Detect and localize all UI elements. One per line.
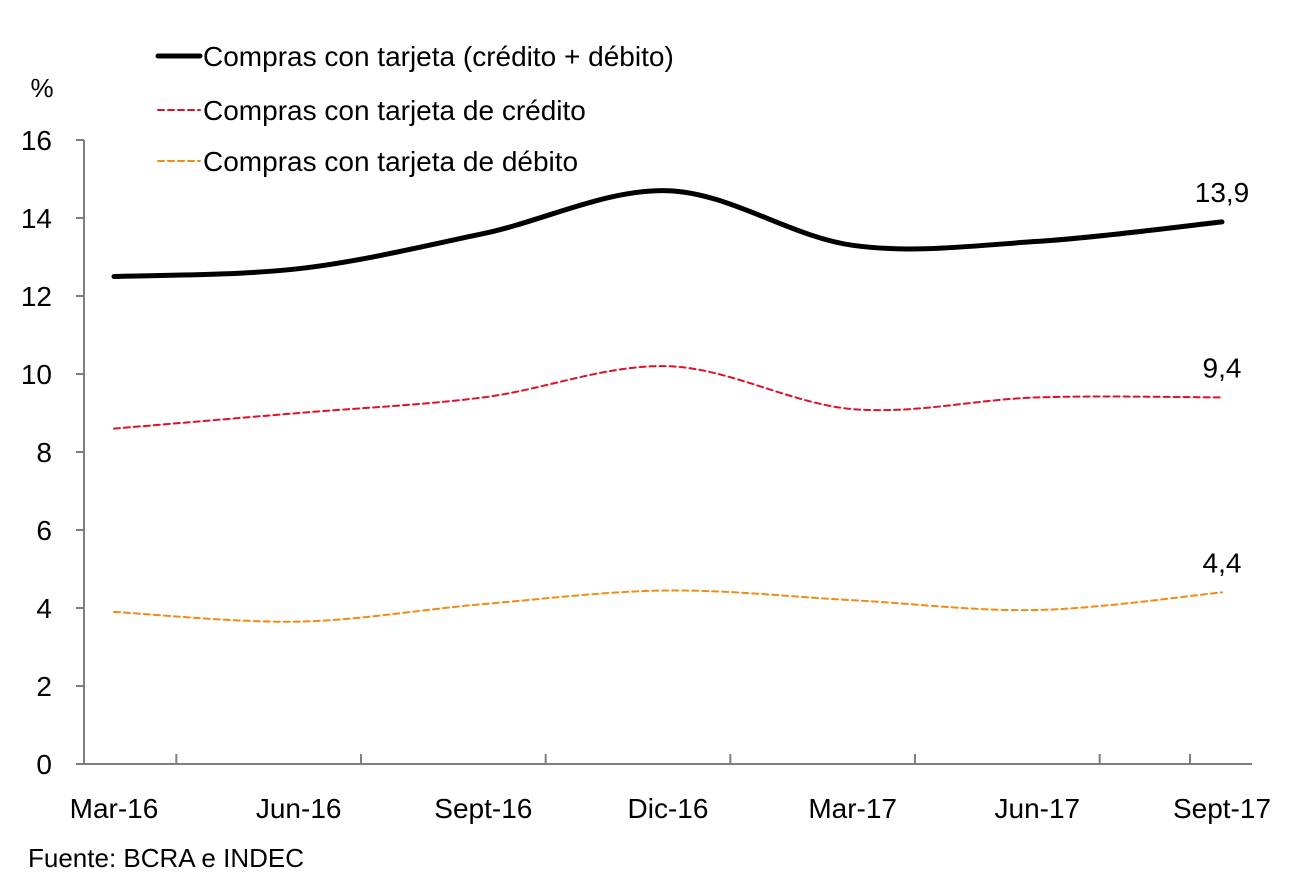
x-tick-label: Sept-17 [1173,793,1271,824]
y-ticks: 0 2 4 6 8 10 12 14 16 [21,125,84,780]
series-line-2 [113,365,1223,430]
x-tick-label: Dic-16 [628,793,709,824]
end-labels: 13,9 9,4 4,4 [1195,177,1250,579]
y-unit-label: % [30,73,53,103]
y-tick-label: 2 [36,671,52,702]
series-layer [111,188,1225,623]
x-tick-label: Jun-16 [256,793,342,824]
x-ticks: Mar-16 Jun-16 Sept-16 Dic-16 Mar-17 Jun-17 Sep… [70,754,1271,824]
y-tick-label: 14 [21,203,52,234]
x-tick-label: Sept-16 [434,793,532,824]
y-tick-label: 6 [36,515,52,546]
y-tick-label: 4 [36,593,52,624]
end-value-label: 9,4 [1203,352,1242,383]
end-value-label: 13,9 [1195,177,1250,208]
x-tick-label: Jun-17 [995,793,1081,824]
end-value-label: 4,4 [1203,547,1242,578]
y-tick-label: 12 [21,281,52,312]
y-tick-label: 0 [36,749,52,780]
legend: Compras con tarjeta (crédito + débito) Co… [155,41,674,177]
y-tick-label: 8 [36,437,52,468]
source-note: Fuente: BCRA e INDEC [28,843,304,873]
y-tick-label: 10 [21,359,52,390]
legend-label: Compras con tarjeta (crédito + débito) [203,41,674,72]
x-tick-label: Mar-17 [808,793,897,824]
legend-label: Compras con tarjeta de débito [203,146,578,177]
legend-label: Compras con tarjeta de crédito [203,95,586,126]
series-line-3 [113,589,1223,623]
y-tick-label: 16 [21,125,52,156]
series-line-1 [111,188,1225,279]
x-tick-label: Mar-16 [70,793,159,824]
